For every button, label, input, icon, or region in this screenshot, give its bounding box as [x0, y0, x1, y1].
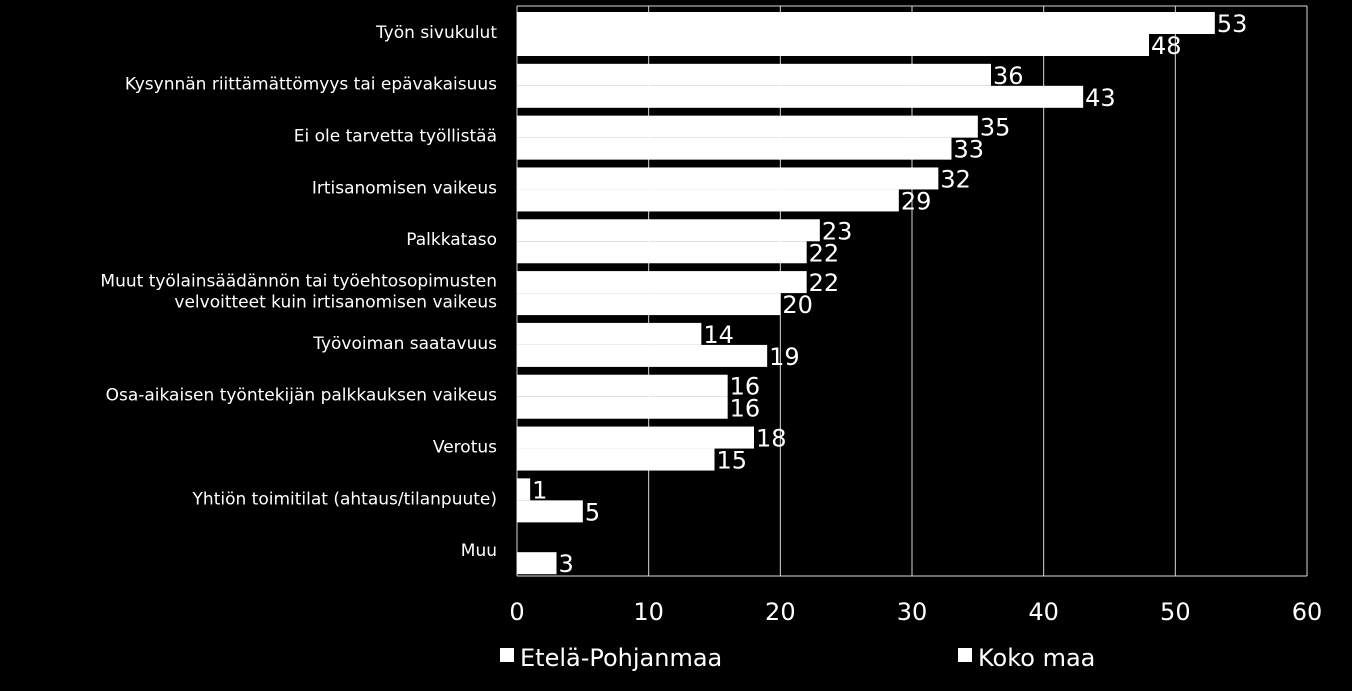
category-label: Palkkataso	[406, 230, 497, 250]
x-axis: 0 10 20 30 40 50 60	[509, 575, 1323, 626]
legend-swatch	[958, 648, 972, 662]
category-label: Osa-aikaisen työntekijän palkkauksen vai…	[106, 386, 498, 406]
category-label: Irtisanomisen vaikeus	[312, 178, 497, 198]
bar-koko-maa	[517, 189, 899, 212]
bar-etela-pohjanmaa	[517, 12, 1215, 34]
value-label: 36	[993, 62, 1024, 90]
value-label: 18	[756, 425, 787, 453]
x-tick-label: 50	[1160, 598, 1191, 626]
legend-label: Koko maa	[978, 644, 1095, 672]
value-label: 29	[901, 187, 932, 215]
bar-koko-maa	[517, 293, 781, 316]
value-label: 5	[585, 498, 600, 526]
bar-etela-pohjanmaa	[517, 478, 531, 501]
category-labels: Työn sivukulut Kysynnän riittämättömyys t…	[100, 23, 497, 561]
legend: Etelä-Pohjanmaa Koko maa	[500, 644, 1095, 672]
category-label: Muu	[461, 541, 497, 561]
value-label: 22	[809, 269, 840, 297]
x-tick-label: 10	[633, 598, 664, 626]
value-label: 33	[954, 136, 985, 164]
value-label: 16	[730, 373, 761, 401]
legend-swatch	[500, 648, 514, 662]
category-label: Yhtiön toimitilat (ahtaus/tilanpuute)	[192, 489, 497, 509]
value-label: 23	[822, 217, 853, 245]
value-label: 16	[730, 395, 761, 423]
category-label: Ei ole tarvetta työllistää	[294, 127, 497, 147]
x-tick-label: 20	[765, 598, 796, 626]
bar-koko-maa	[517, 500, 583, 523]
bar-koko-maa	[517, 241, 807, 264]
x-tick-label: 60	[1292, 598, 1323, 626]
value-label: 32	[940, 165, 971, 193]
value-label: 35	[980, 114, 1011, 142]
category-label: Muut työlainsäädännön tai työehtosopimus…	[100, 272, 497, 292]
value-label: 15	[717, 447, 748, 475]
bar-etela-pohjanmaa	[517, 271, 807, 294]
bar-koko-maa	[517, 552, 557, 575]
value-label: 48	[1151, 32, 1182, 60]
x-tick-label: 30	[897, 598, 928, 626]
value-label: 22	[809, 239, 840, 267]
x-tick-label: 40	[1028, 598, 1059, 626]
bar-koko-maa	[517, 344, 768, 367]
value-label: 3	[559, 550, 574, 578]
category-label: velvoitteet kuin irtisanomisen vaikeus	[174, 293, 497, 313]
bar-koko-maa	[517, 396, 728, 419]
bar-koko-maa	[517, 448, 715, 471]
legend-label: Etelä-Pohjanmaa	[520, 644, 722, 672]
category-label: Kysynnän riittämättömyys tai epävakaisuu…	[125, 75, 497, 95]
bars	[517, 12, 1215, 575]
category-label: Työvoiman saatavuus	[312, 334, 497, 354]
value-label: 43	[1085, 84, 1116, 112]
bar-koko-maa	[517, 137, 952, 160]
bar-etela-pohjanmaa	[517, 167, 939, 190]
bar-koko-maa	[517, 34, 1149, 56]
bar-etela-pohjanmaa	[517, 115, 978, 138]
bar-koko-maa	[517, 85, 1084, 108]
x-tick-label: 0	[509, 598, 524, 626]
bar-etela-pohjanmaa	[517, 322, 702, 345]
category-label: Verotus	[433, 437, 497, 457]
value-label: 19	[769, 343, 800, 371]
bar-etela-pohjanmaa	[517, 63, 991, 86]
value-label: 1	[532, 476, 547, 504]
category-label: Työn sivukulut	[375, 23, 497, 43]
value-label: 20	[782, 291, 813, 319]
bar-etela-pohjanmaa	[517, 219, 820, 242]
bar-etela-pohjanmaa	[517, 426, 754, 449]
value-label: 14	[703, 321, 734, 349]
bar-etela-pohjanmaa	[517, 374, 728, 397]
value-label: 53	[1217, 10, 1248, 38]
